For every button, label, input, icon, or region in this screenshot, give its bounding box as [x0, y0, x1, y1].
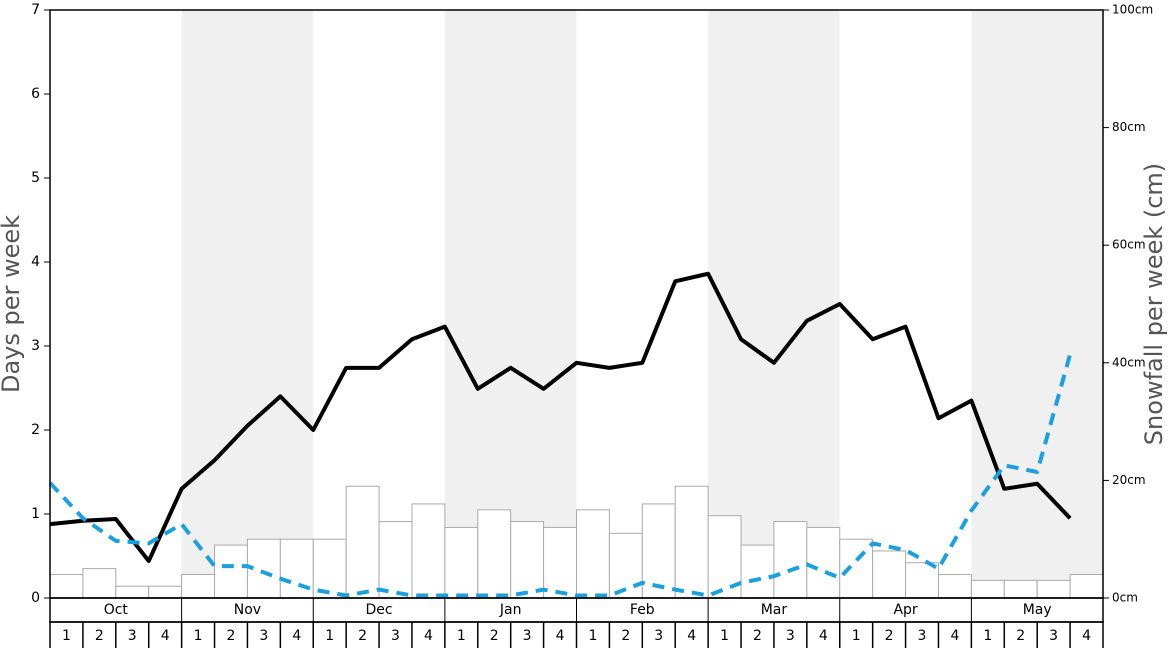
- bar: [674, 485, 709, 599]
- bar: [1036, 579, 1071, 599]
- x-tick-label: 4: [950, 628, 959, 644]
- x-tick-label: 2: [753, 628, 762, 644]
- x-tick-label: 3: [128, 628, 137, 644]
- bar: [378, 521, 413, 599]
- y-axis-title: Days per week: [0, 215, 25, 393]
- month-label: Nov: [234, 602, 261, 618]
- x-tick-label: 3: [391, 628, 400, 644]
- month-band: [971, 10, 1103, 598]
- x-tick-label: 1: [62, 628, 71, 644]
- bar: [214, 544, 248, 599]
- x-tick-label: 2: [621, 628, 630, 644]
- x-tick-label: 4: [687, 628, 696, 644]
- y2-tick-label: 20cm: [1112, 473, 1146, 487]
- x-tick-label: 2: [358, 628, 367, 644]
- line-series: [48, 353, 1073, 598]
- bar: [576, 509, 610, 599]
- bar: [115, 585, 150, 599]
- x-tick-label: 4: [1082, 628, 1091, 644]
- bar: [1003, 579, 1038, 599]
- x-tick-label: 1: [852, 628, 861, 644]
- y2-tick-label: 80cm: [1112, 120, 1146, 134]
- y-tick-label: 0: [31, 590, 40, 606]
- x-tick-label: 3: [918, 628, 927, 644]
- x-tick-label: 1: [720, 628, 729, 644]
- bar: [345, 485, 380, 599]
- month-band: [181, 10, 314, 598]
- bar: [872, 550, 907, 599]
- x-tick-label: 1: [983, 628, 992, 644]
- x-tick-label: 3: [786, 628, 795, 644]
- x-tick-label: 2: [227, 628, 236, 644]
- bar: [641, 503, 676, 599]
- y2-axis-title: Snowfall per week (cm): [1140, 163, 1168, 445]
- y-tick-label: 5: [31, 170, 40, 186]
- bar: [181, 573, 216, 599]
- bar: [773, 521, 808, 599]
- bar: [937, 573, 972, 599]
- line-series: [49, 271, 1072, 564]
- y2-tick-label: 100cm: [1112, 3, 1153, 17]
- x-tick-label: 2: [885, 628, 894, 644]
- bar: [510, 521, 545, 599]
- bar: [312, 538, 347, 599]
- bar: [49, 573, 84, 599]
- bar: [839, 538, 874, 599]
- bar: [608, 532, 643, 599]
- y-tick-label: 4: [31, 254, 40, 270]
- month-label: Oct: [104, 602, 129, 618]
- x-tick-label: 1: [588, 628, 597, 644]
- bar: [82, 568, 117, 599]
- x-tick-label: 1: [194, 628, 203, 644]
- x-tick-label: 3: [259, 628, 268, 644]
- bar: [148, 585, 183, 599]
- bar: [477, 509, 512, 599]
- x-tick-label: 4: [556, 628, 565, 644]
- x-tick-label: 4: [161, 628, 170, 644]
- x-tick-label: 4: [424, 628, 433, 644]
- x-tick-label: 4: [819, 628, 828, 644]
- month-band: [708, 10, 840, 598]
- y2-tick-label: 60cm: [1112, 238, 1146, 252]
- x-tick-label: 2: [95, 628, 104, 644]
- month-label: Mar: [761, 602, 788, 618]
- x-tick-label: 2: [1016, 628, 1025, 644]
- month-label: Feb: [630, 602, 655, 618]
- bar: [543, 526, 577, 599]
- month-label: Dec: [366, 602, 393, 618]
- bar: [444, 526, 479, 599]
- bar: [806, 526, 841, 599]
- bar: [970, 579, 1005, 599]
- y2-tick-label: 0cm: [1112, 591, 1138, 605]
- x-tick-label: 1: [325, 628, 334, 644]
- x-tick-label: 3: [1049, 628, 1058, 644]
- month-band: [444, 10, 577, 598]
- month-label: Jan: [499, 602, 522, 618]
- y-tick-label: 6: [31, 86, 40, 102]
- y-tick-label: 1: [31, 506, 40, 522]
- x-tick-label: 3: [654, 628, 663, 644]
- month-label: May: [1023, 602, 1052, 618]
- bar: [1069, 573, 1104, 599]
- x-tick-label: 1: [457, 628, 466, 644]
- x-tick-label: 2: [490, 628, 499, 644]
- y2-tick-label: 40cm: [1112, 355, 1146, 369]
- x-tick-label: 4: [292, 628, 301, 644]
- month-label: Apr: [893, 602, 917, 618]
- x-tick-label: 3: [523, 628, 532, 644]
- bar: [411, 503, 446, 599]
- y-tick-label: 2: [31, 422, 40, 438]
- y-tick-label: 3: [31, 338, 40, 354]
- y-tick-label: 7: [31, 2, 40, 18]
- bar: [740, 544, 775, 599]
